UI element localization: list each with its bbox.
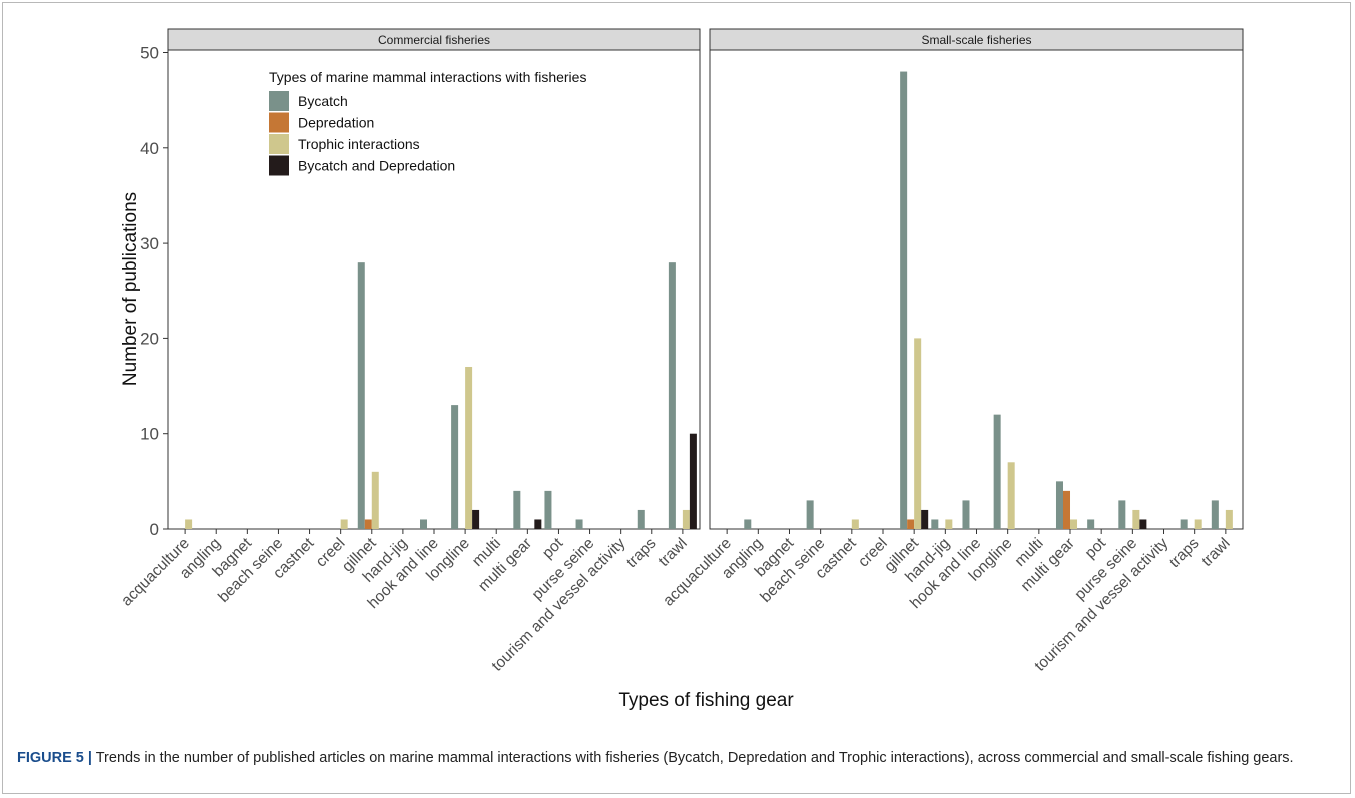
plot-area (167, 49, 701, 530)
bar (1055, 481, 1063, 529)
bar (340, 519, 348, 529)
bar (907, 519, 915, 529)
bar (1194, 519, 1202, 529)
legend: Types of marine mammal interactions with… (269, 69, 586, 176)
legend-entry: Depredation (298, 115, 374, 131)
y-tick-label: 10 (140, 425, 159, 444)
bar (371, 471, 379, 529)
bar (914, 338, 922, 529)
bar (364, 519, 372, 529)
figure-caption: FIGURE 5 | Trends in the number of publi… (17, 748, 1337, 769)
bar (668, 262, 676, 529)
bar (931, 519, 939, 529)
bar (682, 509, 690, 529)
y-axis-title: Number of publications (120, 192, 141, 386)
legend-swatch (269, 155, 289, 176)
bar (451, 405, 459, 529)
x-tick-label: trawl (656, 535, 691, 570)
bar (465, 366, 473, 529)
bar (945, 519, 953, 529)
panel-commercial: Commercial fisheriesacquacultureanglingb… (118, 28, 701, 675)
y-tick-label: 40 (140, 139, 159, 158)
bar (962, 500, 970, 529)
bar (1087, 519, 1095, 529)
bar (513, 490, 521, 529)
panel-title: Commercial fisheries (378, 33, 490, 47)
panel-small-scale: Small-scale fisheriesacquacultureangling… (660, 28, 1244, 675)
y-tick-label: 30 (140, 234, 159, 253)
bar (1225, 509, 1233, 529)
bar (806, 500, 814, 529)
y-tick-label: 20 (140, 329, 159, 348)
legend-entry: Trophic interactions (298, 136, 420, 152)
bar (900, 71, 908, 529)
bar (744, 519, 752, 529)
bar (1132, 509, 1140, 529)
legend-entry: Bycatch (298, 93, 348, 109)
x-tick-label: traps (623, 535, 660, 572)
bar (993, 414, 1001, 529)
bar (185, 519, 193, 529)
bar (1070, 519, 1078, 529)
bar (1062, 490, 1071, 529)
legend-swatch (269, 112, 289, 133)
x-tick-label: traps (1166, 535, 1203, 572)
x-axis-title: Types of fishing gear (618, 690, 794, 711)
chart: 0 10 20 30 40 50 Number of publications Types o… (118, 28, 1244, 711)
bar (1007, 462, 1015, 529)
y-tick-label: 50 (140, 44, 159, 63)
bar (1118, 500, 1126, 529)
bar (1139, 519, 1147, 529)
caption-label: FIGURE 5 | (17, 750, 92, 766)
legend-title: Types of marine mammal interactions with… (269, 69, 586, 85)
legend-entry: Bycatch and Depredation (298, 158, 455, 174)
bar (921, 509, 929, 529)
x-tick-label: trawl (1199, 535, 1234, 570)
panel-title: Small-scale fisheries (921, 33, 1031, 47)
bar (1211, 500, 1219, 529)
y-tick-label: 0 (150, 520, 159, 539)
bar (637, 509, 645, 529)
bar (420, 519, 427, 529)
bar (357, 262, 365, 529)
bar (472, 509, 480, 529)
bar (1180, 519, 1188, 529)
bar (534, 519, 542, 529)
bar (544, 490, 552, 529)
plot-area (709, 49, 1244, 530)
bar (575, 519, 583, 529)
bar (689, 433, 697, 529)
legend-swatch (269, 91, 289, 111)
caption-text: Trends in the number of published articl… (91, 750, 1294, 766)
legend-swatch (269, 134, 289, 154)
bar (851, 519, 859, 529)
